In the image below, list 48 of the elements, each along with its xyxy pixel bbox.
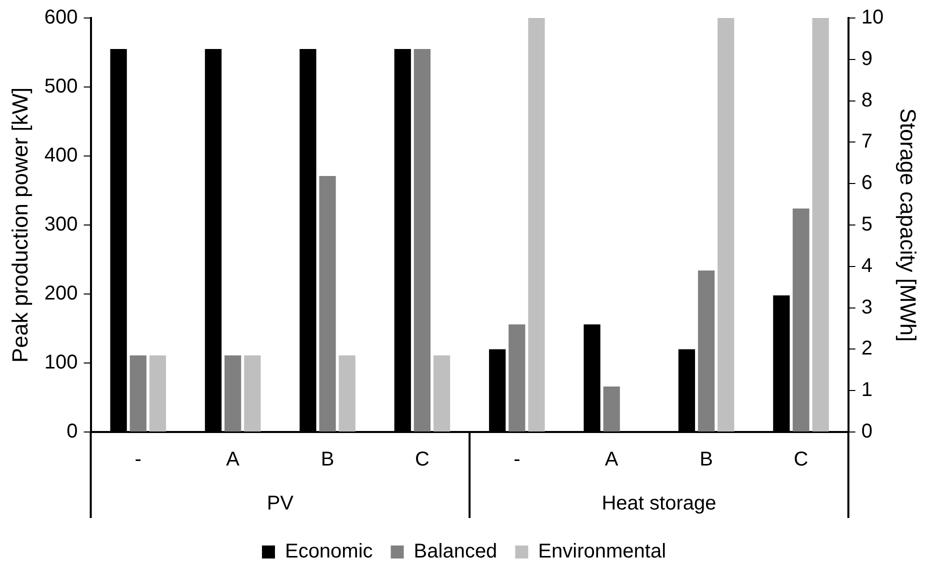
- text: Heat storage: [602, 492, 716, 515]
- y-tick-label: 600: [44, 6, 78, 29]
- y2-tick-label: 9: [861, 48, 872, 70]
- bar: [792, 208, 810, 432]
- y-axis-title: Peak production power [kW]: [7, 87, 32, 363]
- bar: [812, 18, 829, 432]
- bar: [603, 386, 620, 432]
- y2-tick-label: 6: [861, 172, 872, 194]
- y2-tick-label: 7: [861, 130, 872, 153]
- bar: [244, 355, 261, 432]
- y-tick-label: 300: [44, 214, 78, 236]
- bar: [718, 18, 734, 432]
- y2-tick-label: 3: [861, 296, 872, 318]
- bar: [130, 355, 146, 432]
- legend-label: Balanced: [414, 540, 498, 563]
- x-tick-label: -: [134, 448, 142, 471]
- y2-tick-label: 4: [861, 254, 872, 277]
- y-tick-label: 200: [44, 282, 78, 305]
- legend-label: Environmental: [538, 540, 666, 563]
- bar: [698, 270, 715, 432]
- bar: [414, 49, 431, 432]
- x-tick-label: B: [320, 448, 334, 471]
- y-tick-label: 100: [44, 352, 78, 374]
- bar: [433, 355, 450, 432]
- y-tick-label: 500: [44, 76, 78, 98]
- legend-label: Economic: [284, 540, 373, 563]
- y2-tick-label: 10: [861, 6, 884, 29]
- y2-tick-label: 0: [861, 420, 872, 443]
- bar: [338, 355, 356, 432]
- x-tick-label: C: [794, 448, 808, 471]
- text: PV: [266, 492, 294, 515]
- y2-tick-label: 1: [861, 379, 872, 402]
- bar: [149, 355, 166, 432]
- y-tick-label: 0: [66, 420, 78, 443]
- x-tick-label: A: [604, 448, 619, 471]
- bar: [508, 324, 526, 432]
- x-tick-label: B: [700, 448, 713, 471]
- x-tick-label: A: [226, 448, 240, 471]
- y-tick-label: 400: [44, 144, 78, 167]
- y2-tick-label: 2: [861, 338, 872, 360]
- y2-tick-label: 5: [861, 214, 872, 236]
- y2-axis-title: Storage capacity [MWh]: [896, 108, 921, 342]
- bar: [319, 176, 336, 432]
- x-tick-label: C: [414, 448, 430, 471]
- bar: [224, 355, 242, 432]
- bar: [528, 18, 545, 432]
- x-tick-label: -: [514, 448, 520, 471]
- y2-tick-label: 8: [861, 89, 872, 112]
